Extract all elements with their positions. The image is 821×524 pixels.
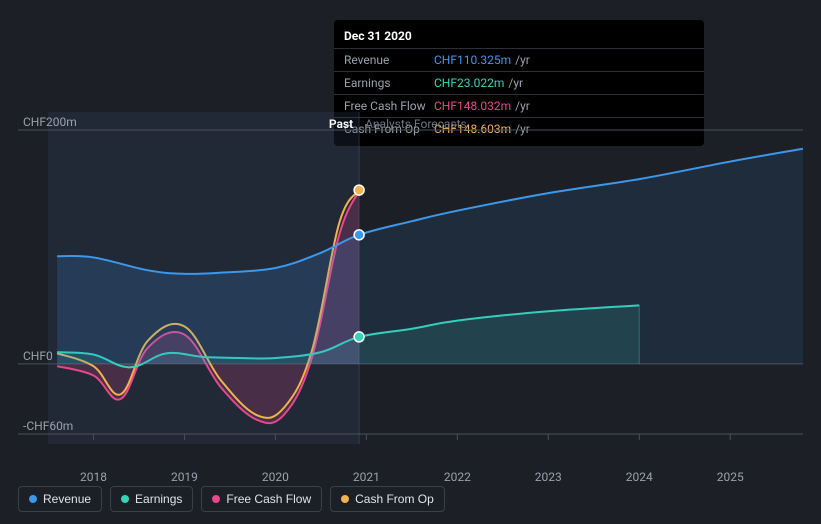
legend-earnings-button[interactable]: Earnings: [110, 486, 193, 512]
tooltip-title: Dec 31 2020: [334, 26, 704, 48]
tooltip-label: Free Cash Flow: [344, 99, 434, 113]
revenue-dot-icon: [29, 495, 37, 503]
legend-earnings-label: Earnings: [135, 492, 182, 506]
x-axis-label: 2024: [626, 470, 653, 484]
x-axis-label: 2023: [535, 470, 562, 484]
x-axis-label: 2019: [171, 470, 198, 484]
legend: Revenue Earnings Free Cash Flow Cash From O…: [18, 486, 445, 512]
tooltip-value: CHF23.022m: [434, 76, 504, 90]
legend-free_cash_flow-button[interactable]: Free Cash Flow: [201, 486, 322, 512]
x-axis-label: 2020: [262, 470, 289, 484]
y-axis-label: CHF0: [23, 349, 53, 363]
legend-free_cash_flow-label: Free Cash Flow: [226, 492, 311, 506]
tooltip-value: CHF110.325m: [434, 53, 511, 67]
free_cash_flow-dot-icon: [212, 495, 220, 503]
y-axis-label: -CHF60m: [23, 419, 73, 433]
legend-cash_from_op-label: Cash From Op: [355, 492, 434, 506]
chart-svg-container: [18, 112, 803, 464]
x-axis-label: 2025: [717, 470, 744, 484]
tooltip-value: CHF148.032m: [434, 99, 511, 113]
x-axis-label: 2022: [444, 470, 471, 484]
x-axis-label: 2021: [353, 470, 380, 484]
legend-revenue-label: Revenue: [43, 492, 91, 506]
section-label-past: Past: [329, 117, 353, 131]
tooltip-unit: /yr: [515, 99, 530, 113]
tooltip-row: EarningsCHF23.022m/yr: [334, 71, 704, 94]
financial-chart[interactable]: Past Analysts Forecasts CHF200m CHF0 -CHF6…: [18, 112, 803, 464]
tooltip-row: RevenueCHF110.325m/yr: [334, 48, 704, 71]
tooltip-unit: /yr: [515, 53, 530, 67]
tooltip-label: Earnings: [344, 76, 434, 90]
tooltip-label: Revenue: [344, 53, 434, 67]
earnings-dot-icon: [121, 495, 129, 503]
x-axis-label: 2018: [80, 470, 107, 484]
y-axis-label: CHF200m: [23, 115, 77, 129]
chart-svg: [18, 112, 803, 444]
section-label-forecast: Analysts Forecasts: [365, 117, 467, 131]
tooltip-unit: /yr: [508, 76, 523, 90]
legend-cash_from_op-button[interactable]: Cash From Op: [330, 486, 445, 512]
legend-revenue-button[interactable]: Revenue: [18, 486, 102, 512]
cash_from_op-dot-icon: [341, 495, 349, 503]
